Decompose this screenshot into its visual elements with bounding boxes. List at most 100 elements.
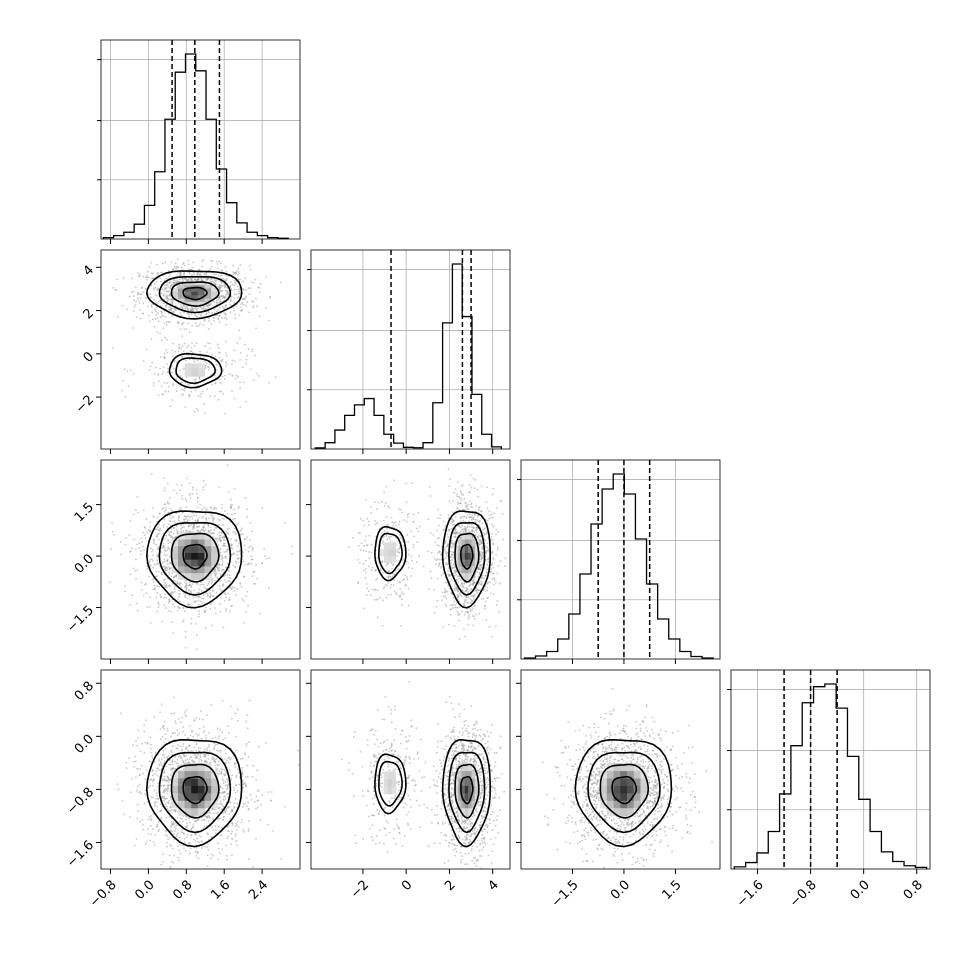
scatter-point [471, 514, 474, 517]
scatter-point [185, 305, 188, 308]
scatter-point [210, 265, 213, 268]
scatter-point [483, 588, 486, 591]
histogram-step-line [102, 53, 289, 239]
scatter-point [136, 569, 139, 572]
scatter-point [170, 610, 173, 613]
scatter-point [181, 497, 184, 500]
scatter-point [470, 486, 473, 489]
scatter-point [222, 782, 225, 785]
scatter-point [225, 545, 227, 547]
scatter-point [454, 571, 457, 574]
scatter-point [164, 284, 166, 287]
scatter-point [149, 292, 151, 295]
scatter-point [398, 551, 401, 554]
density-cell [191, 572, 199, 580]
scatter-point [156, 287, 159, 290]
scatter-point [477, 568, 479, 571]
scatter-point [452, 596, 455, 599]
scatter-point [209, 395, 212, 398]
scatter-point [224, 266, 227, 268]
scatter-point [489, 581, 491, 584]
scatter-point [209, 592, 211, 594]
scatter-point [220, 282, 223, 285]
scatter-point [215, 572, 218, 575]
scatter-point [168, 282, 171, 285]
scatter-point [134, 569, 137, 572]
scatter-point [228, 373, 231, 376]
density-cell [461, 565, 466, 574]
scatter-point [478, 571, 481, 574]
scatter-point [148, 320, 151, 323]
scatter-point [148, 786, 150, 789]
scatter-point [465, 505, 468, 508]
scatter-point [191, 274, 193, 276]
scatter-point [479, 540, 481, 542]
scatter-point [180, 527, 182, 530]
scatter-point [387, 581, 390, 584]
scatter-point [496, 506, 498, 509]
scatter-point [477, 495, 480, 498]
scatter-point [387, 575, 389, 578]
density-cell [379, 549, 385, 557]
scatter-point [381, 501, 383, 503]
scatter-point [200, 516, 203, 519]
scatter-point [189, 268, 192, 271]
scatter-point [454, 604, 457, 607]
scatter-point [392, 564, 395, 567]
scatter-point [439, 553, 442, 556]
scatter-point [148, 560, 151, 563]
scatter-point [224, 555, 227, 558]
scatter-point [265, 557, 268, 560]
scatter-point [217, 318, 220, 321]
density-cell [461, 552, 466, 560]
scatter-point [188, 272, 191, 275]
scatter-point [231, 547, 234, 550]
scatter-point [457, 502, 460, 505]
scatter-point [220, 538, 222, 541]
scatter-point [135, 300, 137, 303]
scatter-point [156, 823, 159, 826]
scatter-point [204, 273, 207, 275]
scatter-point [207, 341, 209, 344]
scatter-point [376, 598, 379, 601]
scatter-point [183, 328, 186, 331]
scatter-point [475, 613, 477, 616]
scatter-point [190, 347, 193, 349]
scatter-point [174, 373, 177, 376]
scatter-point [182, 388, 185, 391]
scatter-point [239, 337, 241, 340]
scatter-point [467, 508, 470, 511]
scatter-point [170, 534, 172, 537]
scatter-point [181, 511, 184, 514]
scatter-point [210, 507, 213, 509]
scatter-point [179, 273, 182, 276]
scatter-point [169, 763, 172, 766]
scatter-point [203, 273, 205, 276]
scatter-point [485, 532, 488, 535]
scatter-point [415, 527, 418, 530]
scatter-point [400, 508, 403, 511]
scatter-point [418, 525, 421, 528]
scatter-point [212, 532, 215, 534]
scatter-point [474, 529, 477, 532]
scatter-point [473, 593, 476, 596]
scatter-point [190, 585, 193, 588]
density-cell [197, 301, 206, 306]
scatter-point [430, 551, 433, 554]
scatter-point [478, 534, 481, 537]
density-cell [464, 559, 469, 567]
scatter-point [138, 302, 141, 304]
scatter-point [446, 551, 449, 554]
scatter-point [237, 278, 240, 281]
scatter-point [222, 583, 225, 586]
scatter-point [224, 285, 227, 288]
scatter-point [371, 588, 374, 591]
density-cell [171, 545, 179, 553]
scatter-point [125, 761, 128, 764]
scatter-point [178, 278, 181, 281]
density-cell [471, 539, 476, 547]
scatter-point [407, 540, 410, 543]
scatter-point [217, 518, 220, 521]
scatter-point [198, 525, 201, 528]
scatter-point [385, 534, 388, 537]
